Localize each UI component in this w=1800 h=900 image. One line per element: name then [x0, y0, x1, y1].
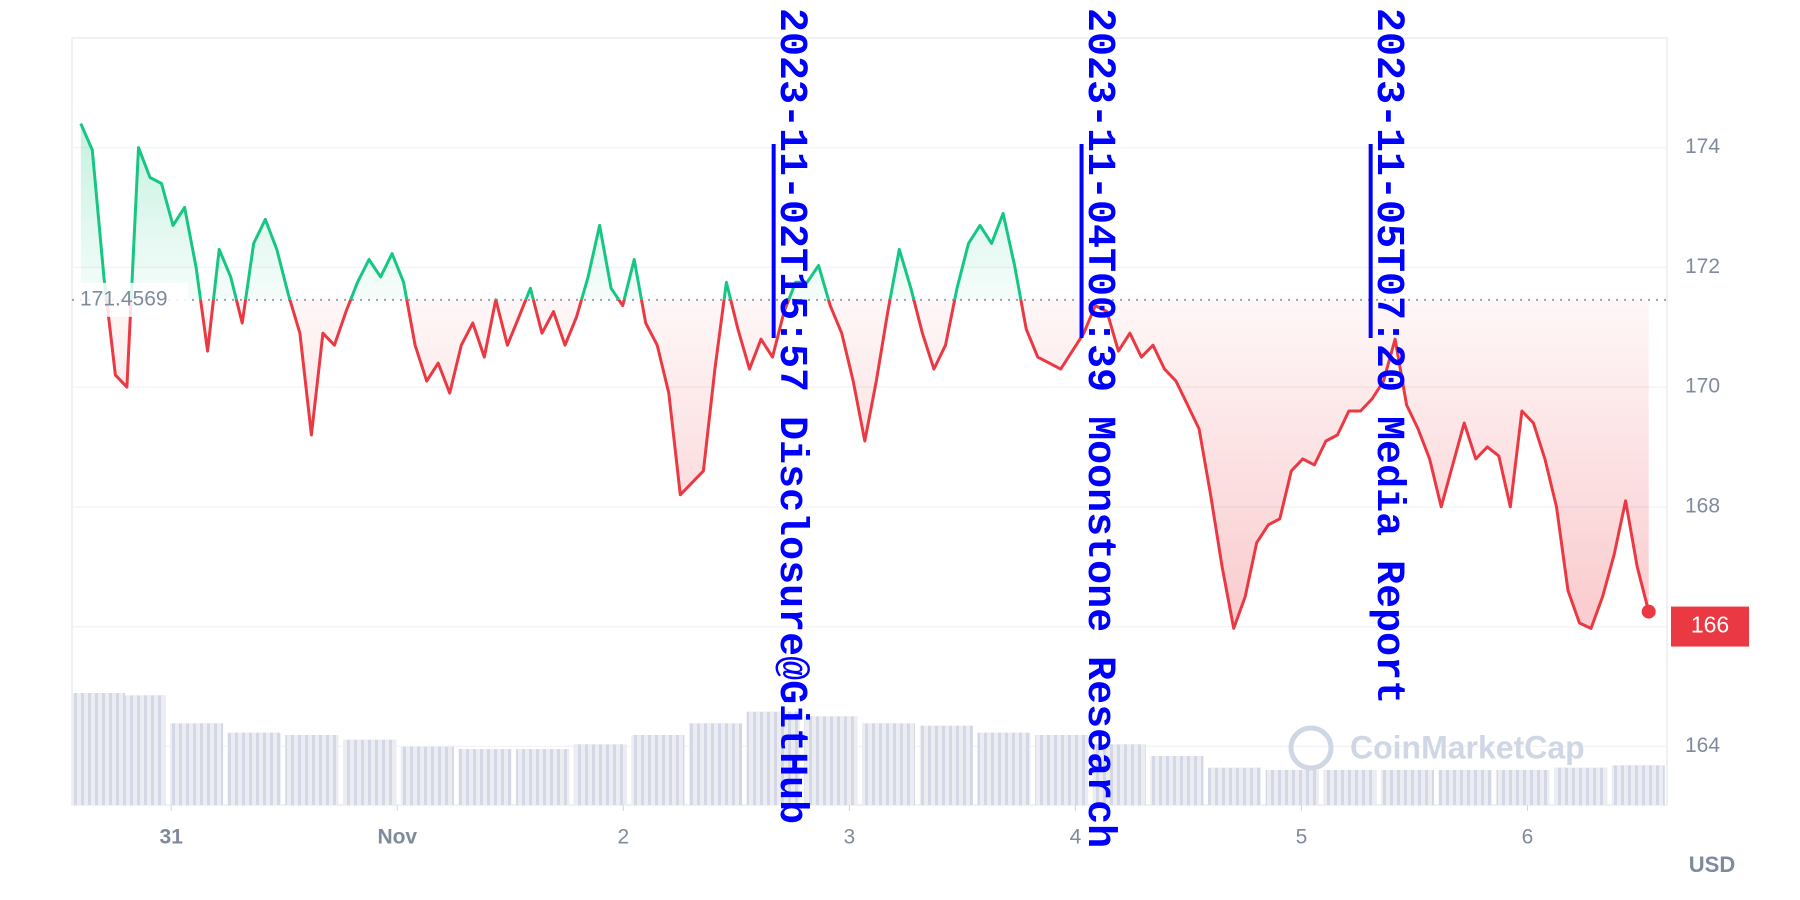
volume-stripes — [1438, 770, 1492, 805]
x-tick-label: 5 — [1296, 826, 1308, 849]
volume-stripes — [1380, 770, 1435, 805]
y-tick-label: 174 — [1685, 135, 1720, 158]
baseline-label: 171.4569 — [80, 287, 168, 310]
volume-stripes — [689, 723, 743, 805]
volume-stripes — [1092, 744, 1146, 805]
volume-stripes — [343, 739, 397, 805]
watermark-logo — [1288, 725, 1334, 771]
volume-stripes — [861, 723, 916, 805]
x-tick-label: 3 — [844, 826, 856, 849]
price-tag: 166 — [1691, 612, 1729, 638]
price-area — [80, 123, 1649, 629]
volume-stripes — [573, 744, 627, 805]
volume-stripes — [227, 732, 281, 805]
volume-stripes — [170, 723, 224, 805]
price-tag-bg — [1671, 606, 1749, 647]
volume-stripes — [1323, 770, 1377, 805]
annotation-text: 2023-11-04T00:39 Moonstone Research — [1076, 8, 1121, 848]
volume-stripes — [631, 735, 685, 805]
volume-stripes — [400, 746, 454, 805]
x-tick-label: 6 — [1522, 826, 1534, 849]
y-tick-label: 172 — [1685, 255, 1720, 278]
volume-stripes — [458, 749, 512, 805]
y-tick-label: 168 — [1685, 494, 1720, 517]
watermark: CoinMarketCap — [1350, 729, 1585, 765]
volume-stripes — [1265, 770, 1319, 805]
volume-stripes — [516, 749, 570, 805]
volume-stripes — [804, 716, 858, 805]
x-tick-label: 31 — [160, 826, 184, 849]
currency: USD — [1689, 852, 1735, 877]
volume-stripes — [1150, 756, 1204, 805]
annotation-text: 2023-11-05T07:20 Media Report — [1365, 8, 1410, 704]
volume-stripes — [919, 725, 973, 805]
last-point — [1641, 604, 1656, 619]
baseline-label-bg — [76, 282, 188, 317]
annotation-text: 2023-11-02T15:57 Disclosure@GitHub — [768, 8, 813, 824]
volume-stripes — [746, 711, 800, 805]
x-tick-label: 4 — [1070, 826, 1082, 849]
price-line — [79, 123, 1651, 630]
volume-stripes — [1035, 735, 1089, 805]
x-tick-label: 2 — [617, 826, 629, 849]
volume-stripes — [1554, 767, 1608, 805]
volume-stripes — [1611, 765, 1665, 805]
volume-stripes — [1208, 767, 1262, 805]
volume-stripes — [1496, 770, 1550, 805]
y-tick-label: 164 — [1685, 734, 1720, 757]
volume-stripes — [285, 735, 339, 805]
x-tick-label: Nov — [377, 826, 417, 849]
volume-stripes — [112, 695, 166, 805]
y-tick-label: 170 — [1685, 375, 1720, 398]
volume-stripes — [977, 732, 1031, 805]
